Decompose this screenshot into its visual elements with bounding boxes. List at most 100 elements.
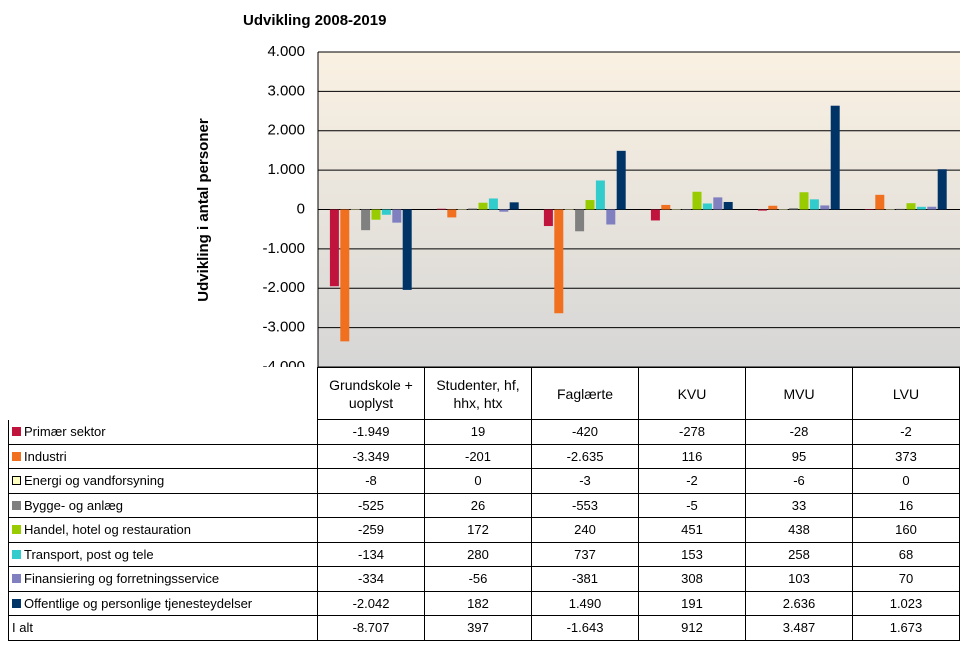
legend-swatch [12,525,21,535]
table-value-text: -259 [357,522,385,538]
bar [340,209,350,342]
bar [447,209,457,218]
legend-label: Finansiering og forretningsservice [24,571,220,587]
y-tick-label: 0 [297,200,305,217]
table-value-text: 182 [467,595,489,611]
table-value-text: 308 [681,571,703,587]
bar [436,208,446,210]
table-value: -2 [639,469,746,494]
table-value-text: 280 [467,546,489,562]
legend-label: Industri [24,448,67,464]
x-tick-label: Faglærte [532,367,639,420]
table-value: -381 [532,567,639,592]
table-value: 373 [853,444,960,469]
table-value: -8 [318,469,425,494]
table-value: 451 [639,518,746,543]
table-value-text: -3 [579,473,591,489]
y-tick-label: 2.000 [267,122,305,139]
y-tick-label: -2.000 [262,279,305,296]
table-value-text: 3.487 [782,620,816,636]
table-value-text: -334 [357,571,385,587]
x-tick-label: Studenter, hf, hhx, htx [425,367,532,420]
table-value-text: -56 [468,571,488,587]
bar [896,208,906,210]
table-value-text: 19 [470,424,486,440]
chart: Udvikling 2008-2019 Udvikling i antal pe… [195,12,960,367]
bar [757,209,767,211]
table-value-text: -2 [900,424,912,440]
table-value: 1.490 [532,591,639,616]
table-value-text: 240 [574,522,596,538]
table-value: -525 [318,493,425,518]
table-value-text: -2.635 [566,448,604,464]
table-value-text: 397 [467,620,489,636]
table-value-text: -8 [365,473,377,489]
bar [723,201,733,210]
table-value-text: 68 [898,546,914,562]
table-value: 172 [425,518,532,543]
bar [650,209,660,221]
table-value-text: 2.636 [782,595,816,611]
table-value: -1.949 [318,420,425,445]
table-value: 308 [639,567,746,592]
bar [499,209,509,212]
data-table: Grundskole + uoplyst Studenter, hf, hhx, … [8,367,960,641]
x-tick-label-text: Studenter, hf, hhx, htx [436,376,520,411]
table-value-text: 1.673 [889,620,923,636]
table-value-text: 0 [902,473,910,489]
x-tick-label-text: Faglærte [556,385,614,402]
table-value-text: 16 [898,497,914,513]
table-value: 3.487 [746,616,853,641]
table-value: 116 [639,444,746,469]
y-tick-label: 3.000 [267,82,305,99]
bar [937,169,947,210]
table-value: 1.673 [853,616,960,641]
table-value-text: 912 [681,620,703,636]
table-value-text: -553 [571,497,599,513]
y-tick-label: 1.000 [267,161,305,178]
x-tick-label-text: MVU [783,385,815,402]
bar [830,105,840,210]
bar [564,209,574,210]
table-value: 191 [639,591,746,616]
bar [713,197,723,210]
legend-entry: Transport, post og tele [8,542,318,567]
legend-entry: Finansiering og forretningsservice [8,567,318,592]
table-value: 153 [639,542,746,567]
table-value-text: -2 [686,473,698,489]
table-value-text: 451 [681,522,703,538]
table-value-text: -134 [357,546,385,562]
bar [457,209,467,210]
table-value: 0 [425,469,532,494]
table-value-text: -1.949 [352,424,390,440]
bar [778,209,788,210]
table-value: 1.023 [853,591,960,616]
y-tick-label: 4.000 [267,43,305,60]
table-value-text: 258 [788,546,810,562]
legend-swatch [12,451,21,461]
legend-label: Transport, post og tele [24,546,154,562]
table-value-text: 1.023 [889,595,923,611]
table-value-text: -525 [357,497,385,513]
table-value: 70 [853,567,960,592]
y-tick-label: -3.000 [262,319,305,336]
bar [616,150,626,210]
table-value: -56 [425,567,532,592]
table-value: 95 [746,444,853,469]
bar [916,206,926,210]
table-value-text: 172 [467,522,489,538]
table-value: -2 [853,420,960,445]
table-value: -553 [532,493,639,518]
table-value: 240 [532,518,639,543]
table-value: 438 [746,518,853,543]
legend-entry: Industri [8,444,318,469]
bar [789,208,799,210]
x-tick-label: LVU [853,367,960,420]
legend-swatch [12,427,21,437]
table-value-text: -201 [464,448,492,464]
legend-label: Bygge- og anlæg [24,497,124,513]
legend-swatch [12,500,21,510]
table-value-text: 1.490 [568,595,602,611]
bar [692,191,702,210]
